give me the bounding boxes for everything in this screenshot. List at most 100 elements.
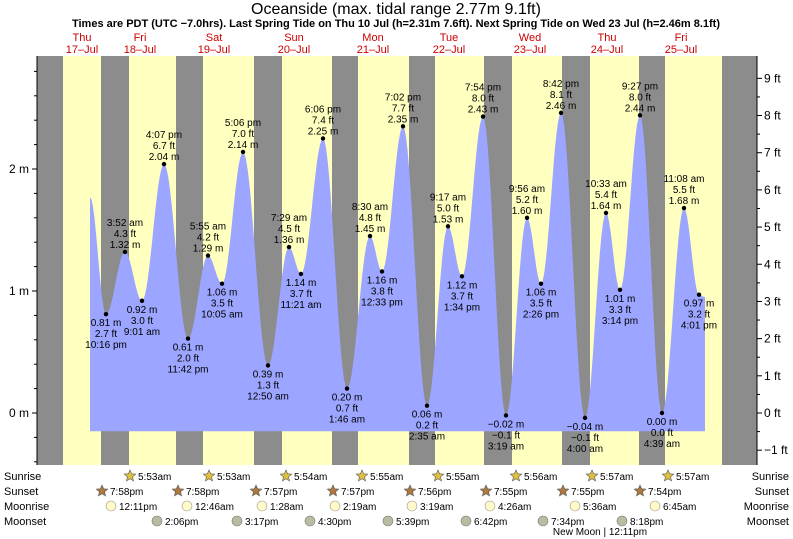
extreme-ft-label: 0.7 ft bbox=[336, 404, 358, 415]
sunrise-icon bbox=[202, 469, 216, 482]
day-name-label: Thu bbox=[598, 32, 617, 44]
feet-tick-label: 7 ft bbox=[764, 146, 781, 160]
moonrise-icon bbox=[649, 500, 661, 512]
extreme-ft-label: 6.7 ft bbox=[153, 141, 175, 152]
extreme-m-label: 1.32 m bbox=[110, 240, 141, 251]
extreme-point bbox=[696, 292, 702, 297]
extreme-ft-label: 0.2 ft bbox=[416, 421, 438, 432]
meter-tick-label: 1 m bbox=[9, 284, 29, 298]
feet-tick-label: 0 ft bbox=[764, 406, 781, 420]
moonset-icon bbox=[616, 515, 628, 527]
sunset-time: 7:55pm bbox=[494, 487, 527, 498]
extreme-time-label: 2:26 pm bbox=[523, 310, 559, 321]
extreme-point bbox=[286, 244, 292, 250]
extreme-ft-label: 7.7 ft bbox=[392, 103, 414, 114]
extreme-point bbox=[603, 210, 609, 216]
extreme-point bbox=[367, 233, 373, 239]
extreme-point bbox=[558, 110, 564, 116]
extreme-ft-label: 3.8 ft bbox=[371, 286, 393, 297]
extreme-ft-label: 3.5 ft bbox=[211, 299, 233, 310]
chart-subtitle: Times are PDT (UTC −7.0hrs). Last Spring… bbox=[72, 18, 720, 30]
extreme-point bbox=[503, 413, 509, 418]
extreme-ft-label: 5.2 ft bbox=[516, 195, 538, 206]
day-date-label: 22–Jul bbox=[433, 44, 465, 56]
extreme-m-label: 0.00 m bbox=[647, 417, 678, 428]
moonrise-icon bbox=[181, 500, 193, 512]
extreme-ft-label: 5.5 ft bbox=[673, 185, 695, 196]
extreme-ft-label: 3.7 ft bbox=[290, 289, 312, 300]
moonrise-time: 4:26am bbox=[498, 502, 531, 513]
feet-tick-label: 9 ft bbox=[764, 71, 781, 85]
sunset-time: 7:56pm bbox=[418, 487, 451, 498]
extreme-point bbox=[524, 215, 530, 220]
day-name-label: Fri bbox=[134, 32, 147, 44]
sunset-time: 7:58pm bbox=[110, 487, 143, 498]
sunrise-time: 5:57am bbox=[676, 472, 709, 483]
tide-area bbox=[90, 112, 705, 432]
extreme-time-label: 9:01 am bbox=[124, 327, 160, 338]
extreme-ft-label: 3.2 ft bbox=[688, 310, 710, 321]
extreme-time-label: 5:06 pm bbox=[225, 118, 261, 129]
extreme-time-label: 11:21 am bbox=[281, 300, 322, 311]
astro-table: Sunrise Sunrise Sunset Sunset Moonrise Moonri… bbox=[4, 469, 789, 538]
extreme-ft-label: 4.3 ft bbox=[114, 229, 136, 240]
sunset-icon bbox=[249, 484, 263, 497]
extreme-ft-label: 2.7 ft bbox=[95, 329, 117, 340]
extreme-point bbox=[139, 298, 145, 303]
moonset-time: 5:39pm bbox=[396, 517, 429, 528]
sunrise-icon bbox=[661, 469, 675, 482]
extreme-point bbox=[617, 287, 623, 292]
moonrise-time: 3:19am bbox=[420, 502, 453, 513]
extreme-m-label: 1.06 m bbox=[207, 288, 238, 299]
row-label-right: Moonrise bbox=[744, 501, 789, 513]
sunrise-time: 5:55am bbox=[370, 472, 403, 483]
sunrise-time: 5:57am bbox=[600, 472, 633, 483]
extreme-m-label: 1.16 m bbox=[367, 275, 398, 286]
extreme-m-label: 1.60 m bbox=[512, 206, 543, 217]
moonrise-time: 2:19am bbox=[343, 502, 376, 513]
sunrise-time: 5:55am bbox=[446, 472, 479, 483]
extreme-point bbox=[538, 281, 544, 286]
night-band bbox=[37, 56, 63, 465]
extreme-m-label: 2.25 m bbox=[308, 127, 339, 138]
extreme-time-label: 1:34 pm bbox=[444, 302, 480, 313]
plot-frame bbox=[36, 56, 758, 465]
extreme-point bbox=[659, 410, 665, 416]
sunset-time: 7:54pm bbox=[648, 487, 681, 498]
feet-tick-label: 5 ft bbox=[764, 220, 781, 234]
day-date-label: 17–Jul bbox=[66, 44, 98, 56]
moonset-time: 8:18pm bbox=[630, 517, 663, 528]
sunset-icon bbox=[171, 484, 185, 497]
extreme-point bbox=[122, 249, 128, 255]
extreme-m-label: −0.04 m bbox=[567, 422, 603, 433]
sunset-icon bbox=[95, 484, 109, 497]
moonrise-icon bbox=[484, 500, 496, 512]
sunset-icon bbox=[326, 484, 340, 497]
extreme-point bbox=[681, 205, 687, 211]
moonrise-icon bbox=[329, 500, 341, 512]
sunset-time: 7:58pm bbox=[186, 487, 219, 498]
extreme-m-label: 1.53 m bbox=[433, 214, 464, 225]
extreme-m-label: 1.12 m bbox=[447, 280, 478, 291]
extreme-ft-label: 7.4 ft bbox=[312, 116, 334, 127]
day-name-label: Sun bbox=[284, 32, 304, 44]
extreme-time-label: 8:30 am bbox=[352, 202, 388, 213]
moonset-icon bbox=[382, 515, 394, 527]
feet-tick-label: 8 ft bbox=[764, 109, 781, 123]
extreme-time-label: 3:19 am bbox=[488, 441, 524, 452]
extreme-ft-label: 8.0 ft bbox=[629, 92, 651, 103]
extreme-time-label: 9:17 am bbox=[430, 192, 466, 203]
day-name-label: Tue bbox=[440, 32, 459, 44]
row-label-left: Sunrise bbox=[4, 471, 41, 483]
extreme-time-label: 4:01 pm bbox=[681, 321, 717, 332]
extreme-m-label: 0.81 m bbox=[91, 318, 122, 329]
extreme-time-label: 11:08 am bbox=[664, 174, 705, 185]
extreme-m-label: 0.97 m bbox=[684, 299, 715, 310]
extreme-m-label: 2.04 m bbox=[149, 152, 180, 163]
extreme-ft-label: 1.3 ft bbox=[257, 380, 279, 391]
extreme-time-label: 10:33 am bbox=[585, 179, 627, 190]
feet-tick-label: 6 ft bbox=[764, 183, 781, 197]
extreme-point bbox=[445, 224, 451, 229]
